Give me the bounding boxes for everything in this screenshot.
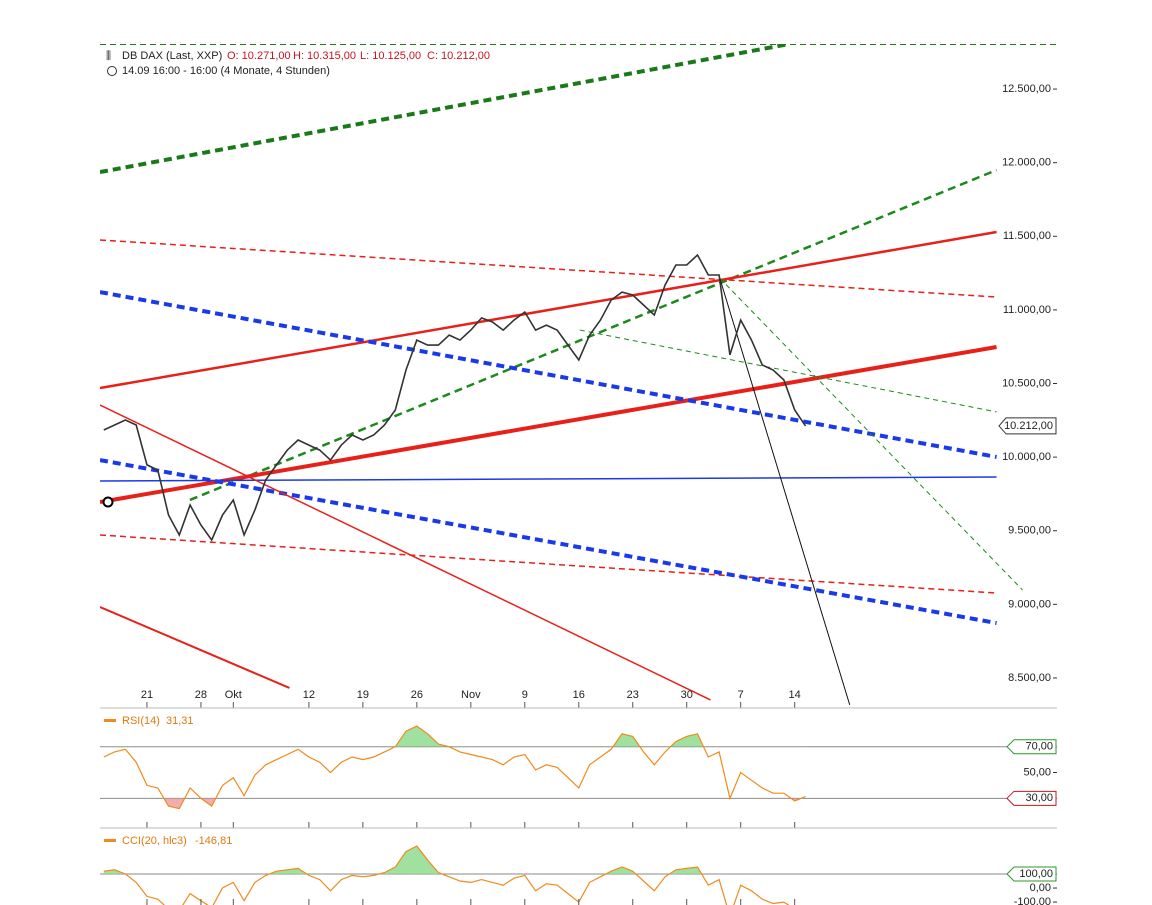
y-tick-label: 11.000,00 [1003, 304, 1051, 316]
series-line [103, 725, 806, 810]
trendline [100, 345, 997, 504]
series-line [103, 845, 790, 905]
rsi-last: 31,31 [166, 715, 194, 727]
y-tick-label: 8.500,00 [1008, 672, 1051, 684]
trendline [100, 239, 997, 298]
cci-panel [100, 845, 1057, 905]
y-tick-label: 100,00 [1019, 868, 1053, 880]
y-tick-label: 10.000,00 [1002, 451, 1051, 463]
level-label-box [1006, 866, 1057, 882]
x-tick-label: 23 [627, 689, 639, 701]
clock-icon [107, 66, 117, 76]
y-tick-label: 9.500,00 [1008, 525, 1051, 537]
period: 14.09 16:00 - 16:00 (4 Monate, 4 Stunden… [122, 65, 330, 77]
cci-last: -146,81 [195, 835, 232, 847]
ohlc-open: O: 10.271,00 [227, 50, 291, 62]
level-fill [395, 726, 704, 747]
trendline [719, 277, 851, 706]
last-price-box [998, 417, 1057, 435]
trendline [100, 458, 997, 626]
trendline [100, 44, 790, 175]
rsi-panel [100, 725, 1057, 810]
rsi-title: RSI(14) [122, 715, 160, 727]
trendline [100, 404, 711, 701]
x-tick-label: 30 [681, 689, 693, 701]
anchor-marker [102, 496, 114, 508]
y-tick-label: 70,00 [1025, 741, 1053, 753]
y-tick-label: 12.000,00 [1002, 157, 1051, 169]
trendline [579, 329, 997, 413]
y-tick-label: 10.500,00 [1002, 377, 1051, 389]
x-tick-label: Okt [225, 689, 242, 701]
y-tick-label: 30,00 [1025, 792, 1053, 804]
cci-title: CCI(20, hlc3) [122, 835, 187, 847]
chart-title: DB DAX (Last, XXP) [122, 50, 222, 62]
trendline [100, 290, 997, 459]
x-tick-label: 7 [738, 689, 744, 701]
trendline [719, 277, 1023, 591]
y-tick-label: -100,00 [1014, 896, 1051, 905]
trendline [100, 230, 997, 390]
x-tick-label: 21 [141, 689, 153, 701]
overlay: 21 28 Okt 12 19 26 Nov 9 16 23 30 7 14 8.500,00 9.000,… [100, 83, 1057, 905]
x-tick-label: 12 [303, 689, 315, 701]
x-tick-label: 14 [789, 689, 801, 701]
main-panel [100, 44, 1057, 706]
x-tick-label: 9 [522, 689, 528, 701]
x-tick-label: 19 [357, 689, 369, 701]
y-tick-label: 11.500,00 [1003, 230, 1051, 242]
x-tick-label: 28 [195, 689, 207, 701]
x-tick-label: 16 [573, 689, 585, 701]
ohlc-close: C: 10.212,00 [427, 50, 490, 62]
x-tick-label: 26 [411, 689, 423, 701]
level-label-box [1006, 739, 1057, 755]
y-tick-label: 0,00 [1030, 882, 1051, 894]
cci-legend-swatch [104, 839, 116, 842]
level-fill [103, 846, 702, 875]
trendline [189, 168, 998, 502]
level-label-box [1006, 790, 1057, 806]
series-line [103, 253, 807, 542]
y-tick-label: 50,00 [1023, 766, 1051, 778]
trendline [100, 476, 997, 482]
trendline [100, 606, 290, 689]
header: ⫼ DB DAX (Last, XXP) O: 10.271,00 H: 10.… [104, 50, 490, 847]
y-tick-label: 12.500,00 [1002, 83, 1051, 95]
bar-icon: ⫼ [106, 50, 111, 62]
ohlc-low: L: 10.125,00 [360, 50, 421, 62]
x-tick-label: Nov [461, 689, 481, 701]
level-fill [103, 798, 806, 809]
ohlc-high: H: 10.315,00 [293, 50, 356, 62]
last-price-label: 10.212,00 [1004, 420, 1053, 432]
trendline [100, 534, 997, 594]
y-tick-label: 9.000,00 [1008, 598, 1051, 610]
rsi-legend-swatch [104, 719, 116, 722]
